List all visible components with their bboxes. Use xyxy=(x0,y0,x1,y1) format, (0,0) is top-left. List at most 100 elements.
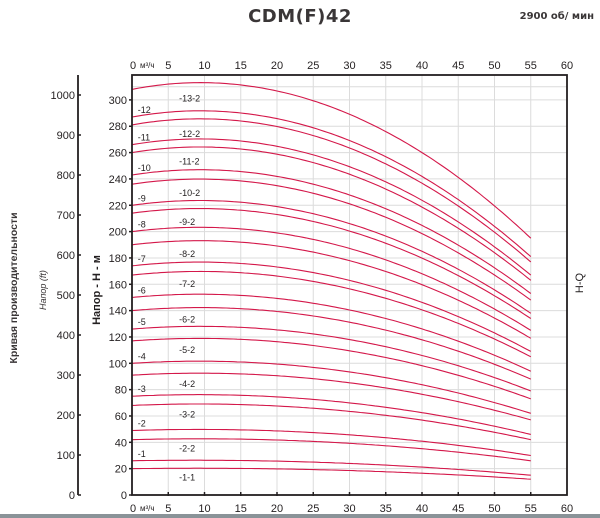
curve-label: -4-2 xyxy=(179,379,195,389)
svg-text:200: 200 xyxy=(57,410,75,422)
curve-13-2 xyxy=(131,82,532,239)
svg-text:0: 0 xyxy=(130,503,136,515)
curve-6-2 xyxy=(131,307,532,380)
svg-text:140: 140 xyxy=(109,306,127,318)
svg-text:800: 800 xyxy=(57,170,75,182)
svg-text:500: 500 xyxy=(57,290,75,302)
curve-12 xyxy=(131,110,532,258)
curve-10-2 xyxy=(131,178,532,301)
curve-9-2 xyxy=(131,208,532,319)
curve-10 xyxy=(131,169,532,294)
svg-text:45: 45 xyxy=(452,503,464,515)
curve-label: -3-2 xyxy=(179,409,195,419)
svg-text:40: 40 xyxy=(115,437,127,449)
svg-text:260: 260 xyxy=(109,148,127,160)
curve-2-2 xyxy=(131,438,531,462)
curve-label: -2-2 xyxy=(179,444,195,454)
svg-text:20: 20 xyxy=(115,464,127,476)
curve-11 xyxy=(131,138,532,276)
svg-text:100: 100 xyxy=(109,358,127,370)
svg-text:30: 30 xyxy=(343,60,355,72)
curve-label: -7-2 xyxy=(179,279,195,289)
svg-text:120: 120 xyxy=(109,332,127,344)
svg-text:H-Q: H-Q xyxy=(574,272,586,293)
svg-text:240: 240 xyxy=(109,174,127,186)
curve-7-2 xyxy=(131,270,532,358)
curve-label: -10 xyxy=(138,163,151,173)
curve-label: -8 xyxy=(138,220,146,230)
axes xyxy=(77,75,532,496)
curve-label: -2 xyxy=(138,418,146,428)
svg-text:1000: 1000 xyxy=(51,90,75,102)
curve-label: -5 xyxy=(138,317,146,327)
curve-1-1 xyxy=(131,467,531,480)
chart-title: CDM(F)42 xyxy=(248,6,352,27)
svg-text:Кривая производительности: Кривая производительности xyxy=(8,212,20,363)
curve-label: -6 xyxy=(138,285,146,295)
svg-text:5: 5 xyxy=(165,503,171,515)
svg-text:400: 400 xyxy=(57,330,75,342)
svg-text:200: 200 xyxy=(109,227,127,239)
svg-text:60: 60 xyxy=(115,411,127,423)
curve-8-2 xyxy=(131,240,532,339)
curve-label: -8-2 xyxy=(179,249,195,259)
curve-7 xyxy=(131,261,532,352)
svg-text:15: 15 xyxy=(235,503,247,515)
curve-label: -5-2 xyxy=(179,345,195,355)
curve-2 xyxy=(131,428,531,457)
curve-label: -13-2 xyxy=(179,93,200,103)
svg-text:40: 40 xyxy=(416,60,428,72)
curve-12-2 xyxy=(131,118,532,263)
curve-9 xyxy=(131,199,532,314)
svg-text:55: 55 xyxy=(525,60,537,72)
curve-label: -11-2 xyxy=(179,157,199,167)
svg-text:10: 10 xyxy=(198,60,210,72)
curve-label: -6-2 xyxy=(179,315,195,325)
curve-11-2 xyxy=(131,146,532,281)
curve-label: -1-1 xyxy=(179,473,195,483)
curve-4-2 xyxy=(131,372,531,421)
svg-text:160: 160 xyxy=(109,279,127,291)
svg-text:900: 900 xyxy=(57,130,75,142)
svg-text:5: 5 xyxy=(165,60,171,72)
bottom-divider xyxy=(0,514,600,518)
svg-text:15: 15 xyxy=(235,60,247,72)
svg-text:35: 35 xyxy=(380,60,392,72)
svg-text:40: 40 xyxy=(416,503,428,515)
svg-text:60: 60 xyxy=(561,60,573,72)
curve-label: -11 xyxy=(138,133,150,143)
svg-text:25: 25 xyxy=(307,60,319,72)
hq-curves: -1-1-1-2-2-2-3-2-3-4-2-4-5-2-5 -6-2-6-7-2… xyxy=(131,82,532,483)
svg-text:25: 25 xyxy=(307,503,319,515)
svg-text:600: 600 xyxy=(57,250,75,262)
svg-text:55: 55 xyxy=(525,503,537,515)
curve-label: -9 xyxy=(138,193,146,203)
svg-text:0: 0 xyxy=(69,490,75,502)
svg-text:20: 20 xyxy=(271,503,283,515)
svg-text:100: 100 xyxy=(57,450,75,462)
svg-text:280: 280 xyxy=(109,121,127,133)
svg-text:50: 50 xyxy=(488,503,500,515)
curve-5-2 xyxy=(131,337,531,400)
curve-1 xyxy=(131,459,531,476)
svg-text:30: 30 xyxy=(343,503,355,515)
svg-text:220: 220 xyxy=(109,200,127,212)
svg-text:Напор (ft): Напор (ft) xyxy=(38,270,48,310)
curve-label: -10-2 xyxy=(179,188,200,198)
svg-text:м³/ч: м³/ч xyxy=(140,504,155,513)
svg-text:0: 0 xyxy=(121,490,127,502)
curve-label: -4 xyxy=(138,351,146,361)
curve-label: -12 xyxy=(138,105,151,115)
curve-label: -1 xyxy=(138,449,146,459)
curve-4 xyxy=(131,360,531,414)
svg-text:180: 180 xyxy=(109,253,127,265)
svg-text:Напор - H - м: Напор - H - м xyxy=(91,255,103,325)
svg-text:10: 10 xyxy=(198,503,210,515)
curve-label: -3 xyxy=(138,384,146,394)
svg-text:300: 300 xyxy=(109,95,127,107)
svg-text:м³/ч: м³/ч xyxy=(140,61,155,70)
svg-text:45: 45 xyxy=(452,60,464,72)
svg-text:35: 35 xyxy=(380,503,392,515)
svg-text:20: 20 xyxy=(271,60,283,72)
